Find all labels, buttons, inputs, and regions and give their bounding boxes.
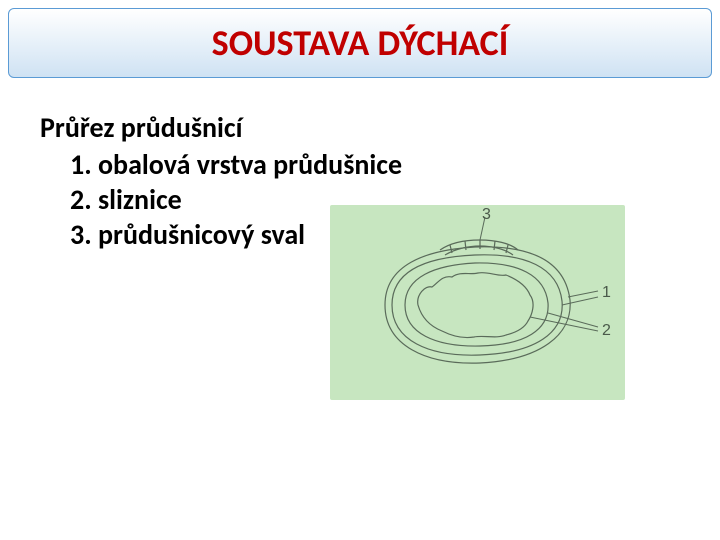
subtitle: Průřez průdušnicí (40, 110, 680, 145)
diagram-label-3: 3 (482, 206, 491, 223)
title-bar: SOUSTAVA DÝCHACÍ (8, 8, 712, 78)
leader-1b (562, 297, 598, 305)
list-item: 1. obalová vrstva průdušnice (70, 147, 680, 182)
leader-2a (548, 313, 598, 327)
trachea-diagram: 3 1 2 (330, 205, 625, 400)
diagram-label-2: 2 (602, 322, 611, 339)
diagram-label-1: 1 (602, 284, 611, 301)
middle-ring (405, 263, 548, 346)
inner-ring (418, 273, 533, 338)
page-title: SOUSTAVA DÝCHACÍ (212, 21, 509, 65)
leader-1a (568, 291, 598, 297)
hatch (494, 241, 495, 250)
diagram-svg: 3 1 2 (330, 205, 625, 400)
hatch (465, 241, 466, 250)
